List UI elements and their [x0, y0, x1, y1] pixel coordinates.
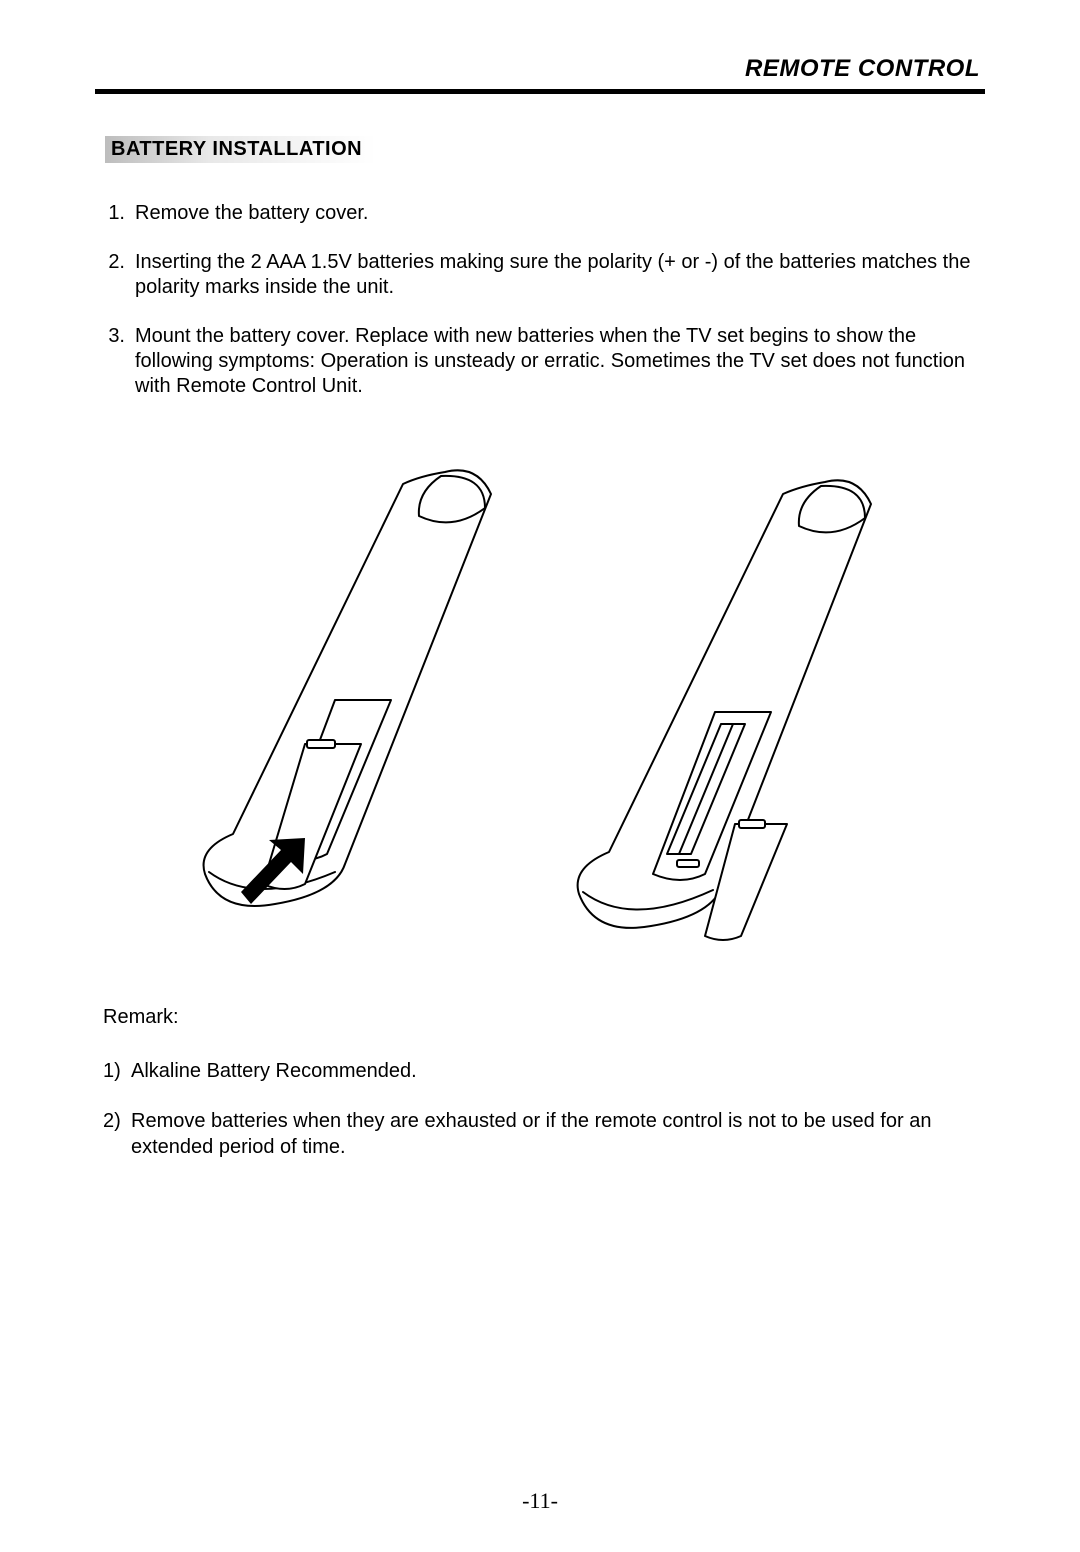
- remark-text: Alkaline Battery Recommended.: [131, 1058, 985, 1084]
- instruction-item: 2. Inserting the 2 AAA 1.5V batteries ma…: [95, 250, 985, 300]
- remark-number: 2): [103, 1108, 131, 1160]
- instruction-number: 2.: [95, 250, 125, 300]
- remote-diagram-left: [185, 454, 525, 934]
- section-heading: BATTERY INSTALLATION: [105, 136, 522, 163]
- remote-diagram-right: [555, 454, 895, 954]
- remark-text: Remove batteries when they are exhausted…: [131, 1108, 985, 1160]
- figure-area: [95, 454, 985, 954]
- header-rule: [95, 89, 985, 94]
- remark-title: Remark:: [103, 1004, 985, 1030]
- instruction-item: 1. Remove the battery cover.: [95, 201, 985, 226]
- instruction-number: 1.: [95, 201, 125, 226]
- page-title: REMOTE CONTROL: [95, 55, 985, 83]
- instruction-text: Remove the battery cover.: [135, 201, 985, 226]
- page: REMOTE CONTROL BATTERY INSTALLATION 1. R…: [0, 0, 1080, 1160]
- instructions-list: 1. Remove the battery cover. 2. Insertin…: [95, 201, 985, 399]
- instruction-text: Mount the battery cover. Replace with ne…: [135, 324, 985, 399]
- instruction-number: 3.: [95, 324, 125, 399]
- instruction-item: 3. Mount the battery cover. Replace with…: [95, 324, 985, 399]
- remark-item: 1) Alkaline Battery Recommended.: [103, 1058, 985, 1084]
- remark-block: Remark: 1) Alkaline Battery Recommended.…: [103, 1004, 985, 1160]
- instruction-text: Inserting the 2 AAA 1.5V batteries makin…: [135, 250, 985, 300]
- remark-number: 1): [103, 1058, 131, 1084]
- remark-item: 2) Remove batteries when they are exhaus…: [103, 1108, 985, 1160]
- page-number: -11-: [0, 1488, 1080, 1514]
